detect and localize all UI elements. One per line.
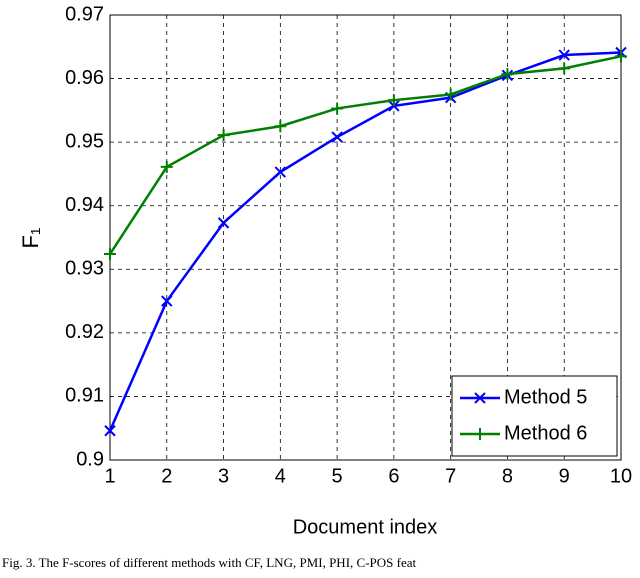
x-tick-label: 4 (275, 465, 286, 487)
point (558, 49, 570, 61)
point (160, 160, 173, 173)
y-tick-label: 0.91 (65, 385, 104, 407)
x-tick-label: 9 (559, 465, 570, 487)
point (444, 88, 457, 101)
point (558, 62, 571, 75)
x-axis-label: Document index (293, 516, 438, 538)
y-tick-label: 0.9 (76, 448, 104, 470)
y-tick-label: 0.96 (65, 67, 104, 89)
x-tick-label: 5 (332, 465, 343, 487)
x-tick-label: 8 (502, 465, 513, 487)
caption: Fig. 3. The F-scores of different method… (2, 555, 416, 570)
y-tick-label: 0.97 (65, 3, 104, 25)
x-tick-label: 6 (388, 465, 399, 487)
point (274, 166, 287, 178)
x-tick-label: 10 (610, 465, 632, 487)
point (387, 94, 400, 107)
x-tick-label: 2 (161, 465, 172, 487)
point (331, 131, 343, 143)
y-tick-label: 0.94 (65, 194, 104, 216)
y-axis-label: F₁ (18, 228, 43, 249)
y-tick-label: 0.92 (65, 321, 104, 343)
y-tick-label: 0.95 (65, 130, 104, 152)
legend-label: Method 5 (504, 386, 587, 408)
point (217, 217, 230, 229)
point (104, 248, 116, 261)
legend: Method 5 Method 6 (451, 375, 618, 457)
y-tick-label: 0.93 (65, 258, 104, 280)
series-line (108, 55, 622, 255)
legend-box (451, 375, 618, 457)
legend-marker (474, 392, 486, 404)
x-tick-label: 1 (104, 465, 115, 487)
point (161, 295, 173, 307)
legend-label: Method 6 (504, 422, 587, 444)
point (501, 68, 514, 81)
plot-frame (109, 14, 622, 461)
point (217, 129, 230, 142)
series-line (108, 51, 622, 432)
point (104, 425, 116, 437)
point (615, 50, 627, 63)
point (331, 102, 344, 115)
x-tick-label: 7 (445, 465, 456, 487)
legend-marker (474, 428, 486, 440)
x-tick-label: 3 (218, 465, 229, 487)
point (274, 120, 287, 133)
